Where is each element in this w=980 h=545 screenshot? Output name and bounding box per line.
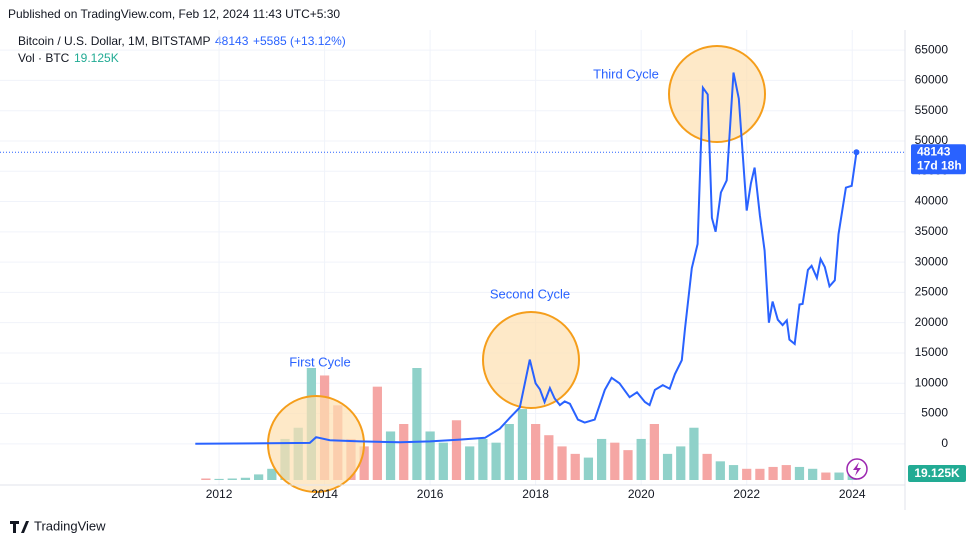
volume-bar xyxy=(794,466,805,480)
x-tick-label: 2016 xyxy=(417,487,444,501)
chart-title: Bitcoin / U.S. Dollar, 1M, BITSTAMP xyxy=(18,34,211,48)
volume-bar xyxy=(240,477,251,480)
volume-bar xyxy=(742,468,752,480)
tv-logo xyxy=(10,521,29,533)
volume-bar xyxy=(636,438,646,480)
volume-last: 19.125K xyxy=(74,51,119,65)
cycle-circle xyxy=(668,45,766,143)
cycle-circle xyxy=(482,311,580,409)
lightning-icon xyxy=(853,462,861,476)
volume-bar xyxy=(728,465,739,480)
volume-bar xyxy=(557,446,567,480)
volume-bar xyxy=(214,478,224,480)
volume-bar xyxy=(504,424,514,480)
volume-bar xyxy=(834,472,844,480)
volume-bar xyxy=(544,435,554,480)
volume-bar xyxy=(649,424,659,480)
volume-bar xyxy=(570,453,580,480)
y-tick-label: 65000 xyxy=(915,42,949,56)
volume-bar xyxy=(385,431,396,480)
annotation: Second Cycle xyxy=(490,286,570,301)
volume-bar xyxy=(372,386,382,480)
volume-bar xyxy=(478,438,488,480)
annotation: First Cycle xyxy=(289,354,350,369)
y-tick-label: 60000 xyxy=(915,73,949,87)
y-tick-label: 15000 xyxy=(915,345,949,359)
volume-bar xyxy=(768,466,778,480)
volume-bar xyxy=(702,453,712,480)
last-point xyxy=(853,149,860,156)
volume-bar xyxy=(399,424,409,480)
footer-brand: TradingView xyxy=(34,518,106,533)
y-tick-label: 10000 xyxy=(915,375,949,389)
volume-bar xyxy=(623,450,633,480)
volume-bar xyxy=(821,472,831,480)
x-tick-label: 2022 xyxy=(733,487,760,501)
last-price-label: 48143 xyxy=(917,144,951,158)
price-line xyxy=(195,72,858,445)
volume-bar xyxy=(596,438,607,480)
volume-bar xyxy=(715,461,725,480)
last-price-box xyxy=(911,144,966,175)
last-price: 48143 xyxy=(215,34,249,48)
volume-bar xyxy=(201,478,211,480)
volume-bar xyxy=(689,427,699,480)
volume-bar xyxy=(359,446,369,480)
volume-bar xyxy=(425,431,435,480)
x-tick-label: 2024 xyxy=(839,487,866,501)
y-tick-label: 35000 xyxy=(915,224,949,238)
volume-bar xyxy=(755,468,765,480)
y-tick-label: 30000 xyxy=(915,254,949,268)
countdown-label: 17d 18h xyxy=(917,158,962,172)
volume-bar xyxy=(438,442,448,480)
volume-bar xyxy=(227,478,237,480)
volume-bar xyxy=(517,409,528,480)
volume-bar xyxy=(781,465,791,480)
y-tick-label: 0 xyxy=(941,436,948,450)
published-note: Published on TradingView.com, Feb 12, 20… xyxy=(8,7,340,21)
volume-bar xyxy=(491,442,501,480)
x-tick-label: 2014 xyxy=(311,487,338,501)
y-tick-label: 50000 xyxy=(915,133,949,147)
x-tick-label: 2020 xyxy=(628,487,655,501)
volume-bar xyxy=(465,446,475,480)
volume-bar xyxy=(583,457,594,480)
volume-bar xyxy=(676,446,686,480)
volume-bar xyxy=(662,453,673,480)
y-tick-label: 20000 xyxy=(915,315,949,329)
x-tick-label: 2012 xyxy=(206,487,233,501)
x-tick-label: 2018 xyxy=(522,487,549,501)
volume-bar xyxy=(267,468,277,480)
volume-value-label: 19.125K xyxy=(914,466,960,480)
price-change: +5585 (+13.12%) xyxy=(253,34,346,48)
volume-bar xyxy=(451,420,462,480)
volume-label-box xyxy=(908,465,966,482)
y-tick-label: 25000 xyxy=(915,285,949,299)
volume-bar xyxy=(254,474,264,480)
y-tick-label: 55000 xyxy=(915,103,949,117)
y-tick-label: 40000 xyxy=(915,194,949,208)
annotation: Third Cycle xyxy=(593,66,659,81)
volume-title: Vol · BTC xyxy=(18,51,70,65)
volume-bar xyxy=(412,368,422,480)
volume-bar xyxy=(531,424,541,480)
volume-bar xyxy=(610,442,620,480)
volume-bar xyxy=(808,468,818,480)
y-tick-label: 5000 xyxy=(921,406,948,420)
